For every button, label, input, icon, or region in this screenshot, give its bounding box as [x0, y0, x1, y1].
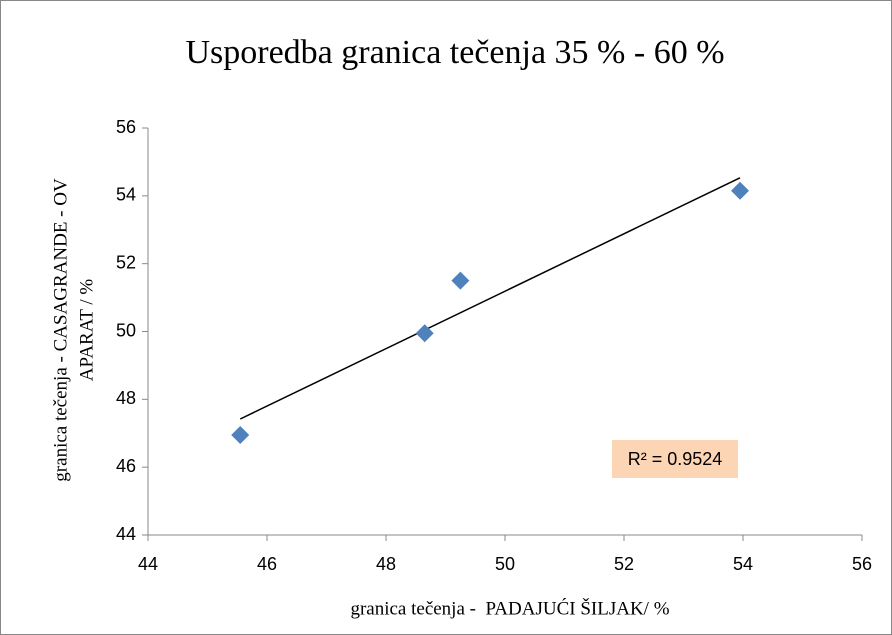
x-tick-label: 56: [852, 554, 872, 574]
x-tick-label: 50: [495, 554, 515, 574]
annotation-box: [612, 440, 738, 478]
point: [415, 324, 434, 343]
trendline: [239, 177, 741, 420]
y-tick-label: 48: [116, 388, 136, 408]
chart-title: Usporedba granica tečenja 35 % - 60 %: [185, 34, 724, 71]
y-tick-label: 52: [116, 252, 136, 272]
x-axis-label: granica tečenja - PADAJUĆI ŠILJAK/ %: [350, 597, 669, 619]
point: [231, 425, 250, 444]
x-tick-label: 48: [376, 554, 396, 574]
x-tick-label: 54: [733, 554, 753, 574]
y-tick-label: 50: [116, 320, 136, 340]
y-tick-label: 54: [116, 185, 136, 205]
x-tick-label: 44: [138, 554, 158, 574]
point: [451, 271, 470, 290]
y-tick-label: 46: [116, 456, 136, 476]
y-tick-label: 44: [116, 524, 136, 544]
y-tick-label: 56: [116, 117, 136, 137]
annotation: R² = 0.9524: [628, 449, 723, 469]
x-tick-label: 46: [257, 554, 277, 574]
y-axis-label: granica tečenja - CASAGRANDE - OV: [50, 178, 71, 482]
x-tick-label: 52: [614, 554, 634, 574]
y-axis-label: APARAT / %: [76, 279, 97, 382]
point: [731, 181, 750, 200]
